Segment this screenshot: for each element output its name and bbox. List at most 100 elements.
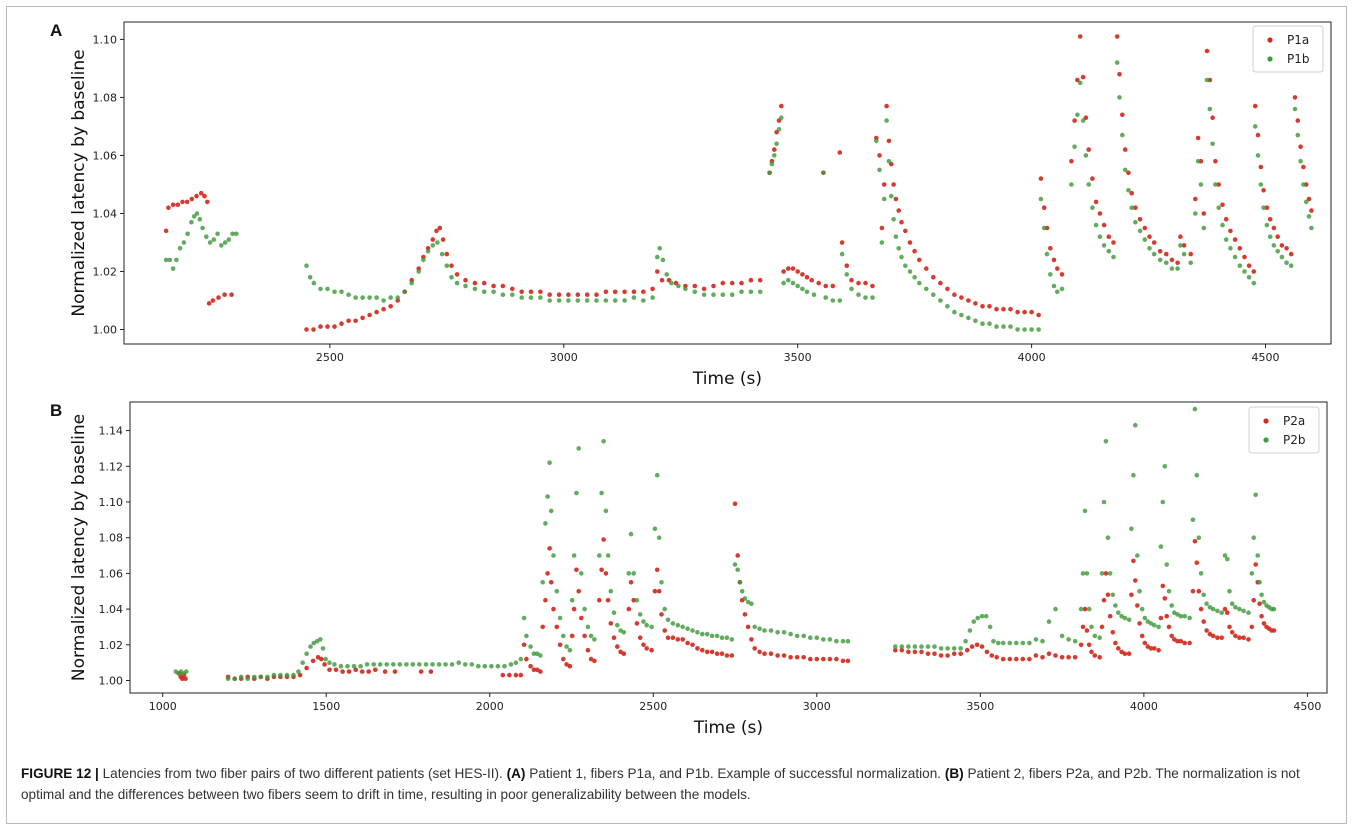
data-point	[994, 324, 999, 329]
data-point	[1246, 610, 1251, 615]
data-point	[1222, 606, 1228, 612]
data-point	[1147, 234, 1152, 239]
data-point	[786, 266, 791, 271]
data-point	[670, 621, 676, 626]
data-point	[996, 640, 1001, 646]
data-point	[1001, 306, 1006, 312]
data-point	[1198, 606, 1204, 612]
data-point	[752, 624, 757, 630]
data-point	[655, 269, 660, 274]
data-point	[510, 286, 515, 292]
data-point	[1181, 251, 1187, 257]
data-point	[611, 635, 617, 640]
data-point	[1227, 624, 1232, 630]
data-point	[1204, 48, 1210, 54]
data-point	[574, 567, 579, 573]
data-point	[1036, 312, 1041, 318]
data-point	[762, 628, 767, 633]
data-point	[1066, 655, 1071, 660]
data-point	[729, 637, 735, 642]
data-point	[1195, 158, 1201, 164]
data-point	[701, 286, 707, 292]
figure-svg: A 2500 3000 3500 4000 4500 1.00 1.02 1.04 1.06 1.0…	[50, 21, 1332, 738]
data-point	[1261, 621, 1267, 626]
data-point	[1152, 646, 1157, 651]
data-point	[1223, 217, 1229, 222]
data-point	[945, 286, 950, 292]
data-point	[931, 275, 936, 280]
data-point	[569, 597, 575, 603]
data-point	[1129, 205, 1134, 210]
data-point	[724, 653, 730, 658]
data-point	[912, 644, 918, 649]
data-point	[973, 318, 978, 324]
data-point	[1148, 646, 1154, 651]
data-point	[737, 580, 743, 585]
data-point	[1241, 608, 1246, 614]
data-point	[489, 663, 494, 669]
data-point	[418, 669, 424, 674]
data-point	[603, 298, 609, 303]
data-point	[207, 240, 213, 245]
data-point	[1160, 583, 1166, 589]
data-point	[1086, 642, 1092, 648]
data-point	[210, 298, 216, 303]
data-point	[1142, 640, 1148, 646]
x-tick-label: 3500	[966, 700, 994, 713]
y-tick-label: 1.14	[99, 425, 124, 438]
data-point	[391, 662, 396, 667]
data-point	[1029, 327, 1034, 332]
data-point	[435, 240, 440, 245]
data-point	[531, 651, 537, 656]
data-point	[392, 669, 398, 674]
data-point	[184, 199, 190, 205]
data-point	[222, 292, 227, 298]
data-point	[719, 651, 725, 656]
data-point	[428, 669, 434, 674]
plot-area-frame	[123, 21, 1332, 345]
data-point	[1089, 624, 1094, 630]
data-point	[1225, 610, 1230, 615]
data-point	[641, 642, 646, 648]
data-point	[1008, 306, 1013, 312]
data-point	[579, 615, 584, 621]
data-point	[951, 651, 957, 656]
data-point	[1193, 196, 1198, 202]
data-point	[790, 280, 796, 286]
data-point	[1051, 257, 1057, 263]
data-point	[886, 138, 892, 144]
x-tick-label: 3000	[550, 351, 578, 364]
data-point	[938, 646, 944, 651]
data-point	[252, 674, 257, 680]
data-point	[1116, 610, 1121, 615]
data-point	[772, 147, 777, 152]
y-tick-label: 1.12	[99, 460, 124, 473]
data-point	[518, 672, 524, 678]
data-point	[919, 644, 924, 649]
data-point	[695, 630, 700, 635]
data-point	[1228, 228, 1233, 234]
data-point	[685, 640, 690, 646]
data-point	[528, 295, 534, 300]
data-point	[641, 289, 646, 295]
data-point	[1055, 289, 1060, 295]
data-point	[1220, 222, 1225, 228]
legend-marker	[1267, 37, 1273, 43]
data-point	[1117, 71, 1122, 77]
data-point	[1126, 170, 1131, 176]
data-point	[808, 635, 813, 640]
data-point	[194, 211, 200, 216]
data-point	[304, 665, 309, 671]
data-point	[554, 588, 560, 594]
data-point	[1303, 199, 1309, 205]
data-point	[748, 277, 754, 283]
data-point	[752, 646, 757, 651]
data-point	[332, 289, 337, 295]
data-point	[1249, 571, 1255, 576]
data-point	[1069, 182, 1074, 187]
data-point	[1164, 260, 1169, 266]
data-point	[1213, 158, 1218, 164]
data-point	[284, 672, 290, 678]
data-point	[969, 644, 975, 649]
data-point	[318, 324, 323, 329]
